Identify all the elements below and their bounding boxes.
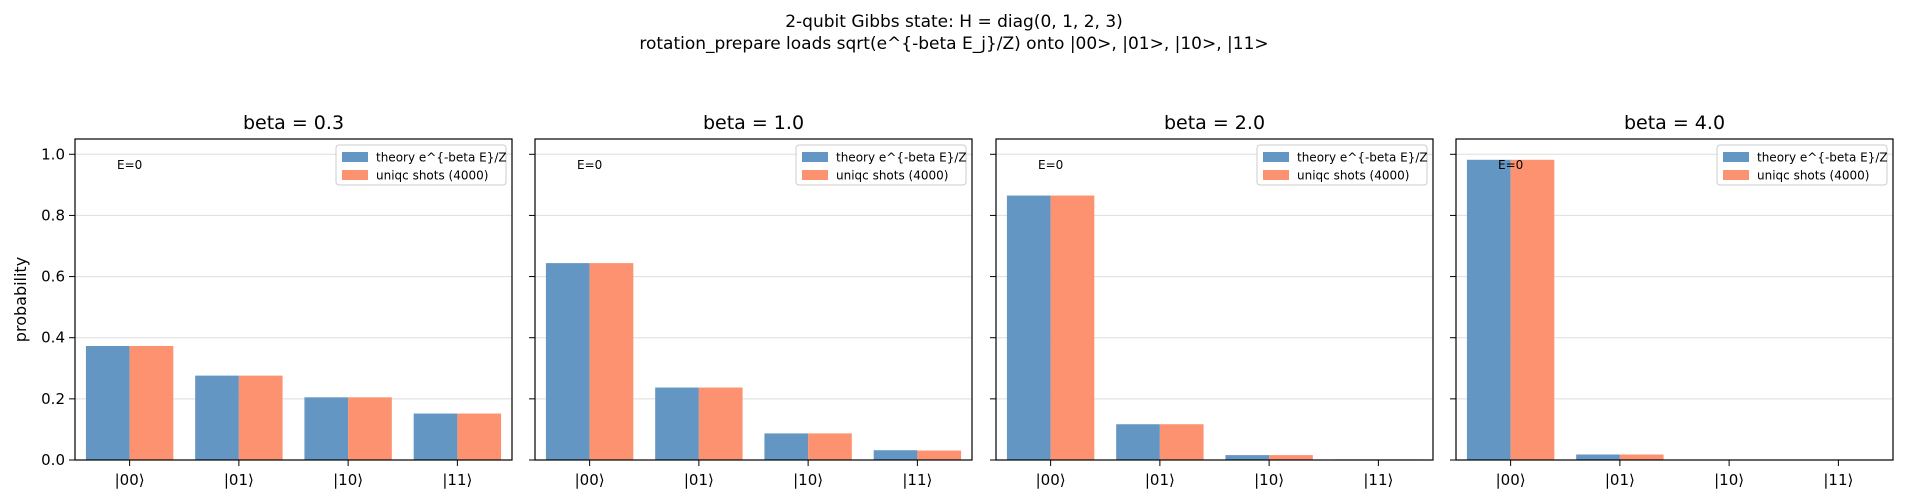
- panel-title: beta = 0.3: [243, 112, 344, 134]
- bar-theory: [1116, 424, 1160, 460]
- x-tick-label: |00⟩: [575, 471, 605, 489]
- bar-theory: [1466, 159, 1511, 460]
- legend-swatch-shots: [342, 170, 368, 180]
- bar-shots: [1510, 159, 1555, 460]
- bar-theory: [1006, 195, 1051, 461]
- legend-swatch-theory: [1723, 152, 1749, 162]
- x-tick-label: |10⟩: [1254, 471, 1284, 489]
- bar-shots: [1619, 454, 1664, 460]
- legend-box: [1716, 144, 1888, 186]
- bar-theory: [545, 263, 590, 460]
- legend-swatch-theory: [1263, 152, 1289, 162]
- legend-swatch-shots: [1723, 170, 1749, 180]
- x-tick-label: |01⟩: [1145, 471, 1175, 489]
- x-tick-label: |01⟩: [684, 471, 714, 489]
- legend-label: theory e^{-beta E}/Z: [1757, 151, 1888, 165]
- bar-shots: [238, 375, 283, 460]
- bar-theory: [195, 375, 239, 460]
- x-tick-label: |11⟩: [902, 471, 932, 489]
- x-tick-label: |01⟩: [224, 471, 254, 489]
- energy-annotation: E=0: [1498, 158, 1523, 172]
- bar-shots: [917, 450, 962, 460]
- bar-shots: [348, 397, 392, 460]
- legend-label: uniqc shots (4000): [836, 169, 948, 183]
- bar-theory: [1576, 454, 1620, 460]
- legend-label: theory e^{-beta E}/Z: [836, 151, 967, 165]
- x-tick-label: |11⟩: [1363, 471, 1393, 489]
- y-tick-label: 1.0: [41, 145, 65, 163]
- x-tick-label: |00⟩: [115, 471, 145, 489]
- legend-box: [335, 144, 507, 186]
- chart-panels: 0.0 0.2 0.4 0.6 0.8 1.0 |00⟩ |01⟩ |10⟩ |11⟩ beta =…: [11, 112, 1894, 489]
- chart-panel-4: |00⟩ |01⟩ |10⟩ |11⟩ beta = 4.0 E=0 theory e^{-…: [1450, 112, 1894, 489]
- legend-swatch-shots: [802, 170, 828, 180]
- plot-frame: [534, 138, 973, 461]
- y-tick-label: 0.8: [41, 206, 65, 224]
- chart-panel-3: |00⟩ |01⟩ |10⟩ |11⟩ beta = 2.0 E=0 theory e^{-…: [990, 112, 1434, 489]
- panel-title: beta = 2.0: [1164, 112, 1265, 134]
- bar-shots: [698, 387, 743, 460]
- y-tick-label: 0.4: [41, 329, 65, 347]
- x-tick-label: |00⟩: [1496, 471, 1526, 489]
- x-tick-label: |10⟩: [1714, 471, 1744, 489]
- y-tick-label: 0.0: [41, 451, 65, 469]
- panel-title: beta = 4.0: [1624, 112, 1725, 134]
- x-tick-label: |01⟩: [1605, 471, 1635, 489]
- legend: theory e^{-beta E}/Z uniqc shots (4000): [1256, 144, 1428, 186]
- bar-theory: [304, 397, 349, 460]
- x-tick-label: |00⟩: [1036, 471, 1066, 489]
- bar-shots: [808, 433, 852, 460]
- bar-shots: [129, 345, 174, 460]
- x-tick-label: |11⟩: [1823, 471, 1853, 489]
- x-tick-label: |11⟩: [442, 471, 472, 489]
- legend-box: [795, 144, 967, 186]
- legend-label: uniqc shots (4000): [1757, 169, 1869, 183]
- figure-title-line-1: 2-qubit Gibbs state: H = diag(0, 1, 2, 3…: [785, 12, 1123, 32]
- energy-annotation: E=0: [577, 158, 602, 172]
- bar-theory: [764, 433, 809, 460]
- plot-frame: [995, 138, 1434, 461]
- figure-title-line-2: rotation_prepare loads sqrt(e^{-beta E_j…: [639, 34, 1268, 54]
- legend: theory e^{-beta E}/Z uniqc shots (4000): [795, 144, 967, 186]
- energy-annotation: E=0: [117, 158, 142, 172]
- bar-shots: [1159, 424, 1204, 460]
- bar-shots: [1269, 455, 1313, 460]
- legend-swatch-theory: [802, 152, 828, 162]
- plot-frame: [1455, 138, 1894, 461]
- y-axis-label: probability: [11, 257, 30, 342]
- x-tick-label: |10⟩: [333, 471, 363, 489]
- legend-label: theory e^{-beta E}/Z: [376, 151, 507, 165]
- legend-label: uniqc shots (4000): [1297, 169, 1409, 183]
- legend-label: uniqc shots (4000): [376, 169, 488, 183]
- x-tick-label: |10⟩: [793, 471, 823, 489]
- bar-theory: [413, 413, 458, 460]
- bar-theory: [873, 450, 918, 460]
- panel-title: beta = 1.0: [703, 112, 804, 134]
- legend: theory e^{-beta E}/Z uniqc shots (4000): [335, 144, 507, 186]
- bar-theory: [655, 387, 699, 460]
- bar-shots: [589, 263, 634, 460]
- plot-frame: [74, 138, 513, 461]
- bar-theory: [1225, 455, 1270, 460]
- legend: theory e^{-beta E}/Z uniqc shots (4000): [1716, 144, 1888, 186]
- legend-swatch-theory: [342, 152, 368, 162]
- legend-label: theory e^{-beta E}/Z: [1297, 151, 1428, 165]
- y-tick-label: 0.2: [41, 390, 65, 408]
- legend-swatch-shots: [1263, 170, 1289, 180]
- chart-panel-1: 0.0 0.2 0.4 0.6 0.8 1.0 |00⟩ |01⟩ |10⟩ |11⟩ beta =…: [11, 112, 513, 489]
- bar-theory: [85, 345, 130, 460]
- bar-shots: [1050, 195, 1095, 461]
- y-tick-label: 0.6: [41, 268, 65, 286]
- bar-shots: [457, 413, 502, 460]
- legend-box: [1256, 144, 1428, 186]
- chart-panel-2: |00⟩ |01⟩ |10⟩ |11⟩ beta = 1.0 E=0 theory e^{-…: [529, 112, 973, 489]
- energy-annotation: E=0: [1038, 158, 1063, 172]
